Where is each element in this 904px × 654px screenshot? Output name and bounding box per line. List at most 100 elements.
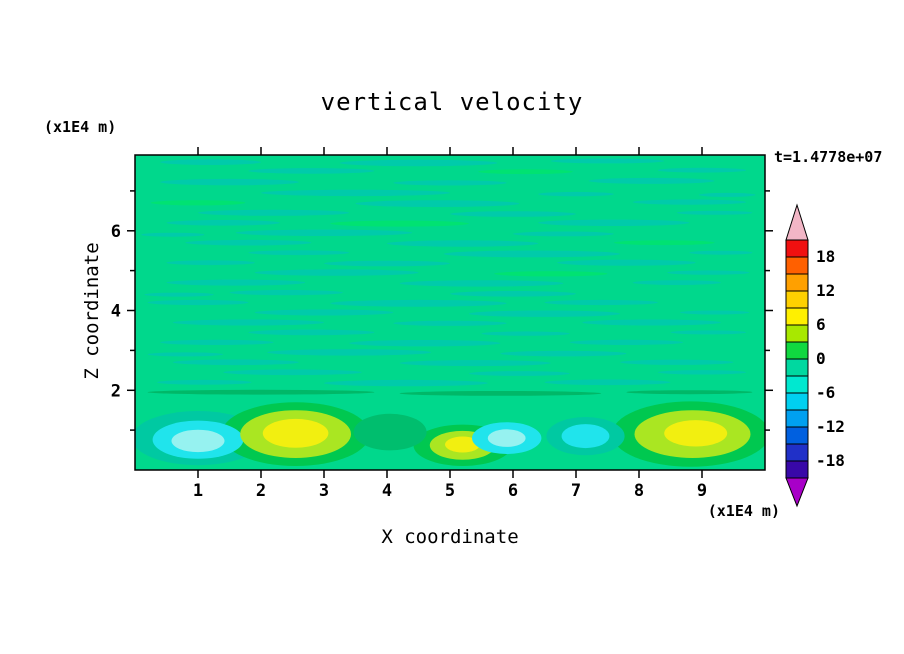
colorbar-label: -6	[816, 383, 835, 402]
y-tick-labels: 2 4 6	[111, 222, 121, 401]
wave-streak	[166, 279, 306, 286]
wave-streak	[166, 260, 255, 266]
timestamp-label: t=1.4778e+07	[774, 148, 883, 166]
wave-streak	[330, 299, 507, 307]
velocity-cell-blob	[171, 429, 225, 453]
wave-streak	[223, 369, 362, 376]
x-tick-label: 5	[445, 481, 455, 501]
wave-streak	[198, 209, 350, 216]
wave-streak	[261, 189, 450, 197]
wave-streak	[544, 299, 658, 306]
wave-streak	[160, 178, 299, 186]
wave-streak	[613, 240, 715, 246]
wave-streak	[698, 192, 756, 197]
x-axis-title: X coordinate	[381, 526, 519, 548]
velocity-cell-blob	[353, 413, 427, 451]
wave-streak	[468, 371, 570, 376]
x-tick-label: 9	[697, 481, 707, 501]
wave-streak	[481, 331, 570, 336]
colorbar-cell	[785, 341, 809, 360]
wave-streak	[557, 259, 696, 266]
wave-streak	[324, 379, 488, 387]
y-tick-label: 2	[111, 381, 121, 401]
wave-streak	[248, 329, 375, 336]
colorbar-labels: 18 12 6 0 -6 -12 -18	[816, 247, 845, 470]
wave-streak	[393, 320, 507, 326]
colorbar-cell	[785, 273, 809, 292]
wave-streak	[468, 310, 621, 317]
wave-streak	[443, 250, 621, 258]
wave-streak	[494, 271, 608, 277]
wave-streak	[267, 349, 432, 356]
wave-streak	[147, 299, 249, 306]
wave-streak	[166, 220, 280, 226]
x-axis-unit-label: (x1E4 m)	[707, 502, 780, 520]
wave-streak	[676, 210, 753, 215]
wave-streak	[157, 379, 252, 385]
wave-streak	[150, 200, 246, 206]
wave-streak	[513, 231, 614, 237]
wave-streak	[339, 159, 498, 167]
wave-streak	[657, 167, 747, 173]
wave-streak	[689, 250, 753, 255]
wave-streak	[330, 220, 469, 227]
wave-streak	[588, 177, 715, 184]
x-tick-label: 7	[571, 481, 581, 501]
colorbar-label: 6	[816, 315, 826, 334]
velocity-cell-blob	[262, 418, 329, 448]
wave-streak	[324, 260, 450, 267]
wave-streak	[399, 360, 551, 367]
x-tick-label: 3	[319, 481, 329, 501]
colorbar-cell	[785, 256, 809, 275]
velocity-cell-blob	[561, 424, 610, 449]
colorbar-cell	[785, 324, 809, 343]
wave-streak	[229, 290, 343, 296]
colorbar-cell	[785, 239, 809, 258]
wave-streak	[620, 359, 734, 365]
colorbar-cell	[785, 460, 809, 479]
x-tick-label: 4	[382, 481, 392, 501]
wave-streak	[550, 158, 665, 164]
wave-streak	[185, 239, 312, 246]
wave-streak	[399, 280, 564, 287]
wave-streak	[248, 250, 350, 256]
colorbar-cell	[785, 443, 809, 462]
wave-streak	[632, 280, 721, 285]
wave-streak	[632, 199, 747, 205]
y-axis-unit-label: (x1E4 m)	[44, 118, 117, 136]
wave-streak	[172, 359, 299, 366]
colorbar-cell	[785, 358, 809, 377]
velocity-cell-blob	[487, 429, 526, 447]
wave-streak	[544, 379, 671, 386]
wave-streak	[450, 211, 576, 217]
colorbar-over-arrow	[785, 203, 809, 241]
wave-streak	[538, 219, 690, 226]
wave-streak	[582, 319, 721, 326]
wave-streak	[478, 169, 573, 175]
contour-field	[135, 155, 765, 470]
wave-streak	[626, 390, 753, 395]
y-tick-label: 4	[111, 302, 121, 322]
colorbar-label: 12	[816, 281, 835, 300]
velocity-cell-blob	[445, 436, 481, 453]
wave-streak	[349, 340, 501, 347]
wave-streak	[172, 319, 324, 326]
colorbar-cell	[785, 426, 809, 445]
colorbar-label: -12	[816, 417, 845, 436]
wave-streak	[254, 309, 394, 316]
colorbar-cell	[785, 307, 809, 326]
x-axis-ticks	[197, 147, 703, 478]
wave-streak	[147, 389, 375, 395]
x-tick-label: 2	[256, 481, 266, 501]
wave-streak	[667, 270, 750, 275]
y-tick-label: 6	[111, 222, 121, 242]
wave-streak	[538, 191, 614, 197]
x-tick-labels: 1 2 3 4 5 6 7 8 9	[193, 481, 707, 501]
x-tick-label: 6	[508, 481, 518, 501]
wave-streak	[393, 180, 507, 186]
colorbar-under-arrow	[785, 477, 809, 508]
wave-streak	[160, 339, 274, 345]
wave-streak	[160, 159, 261, 165]
x-tick-label: 8	[634, 481, 644, 501]
